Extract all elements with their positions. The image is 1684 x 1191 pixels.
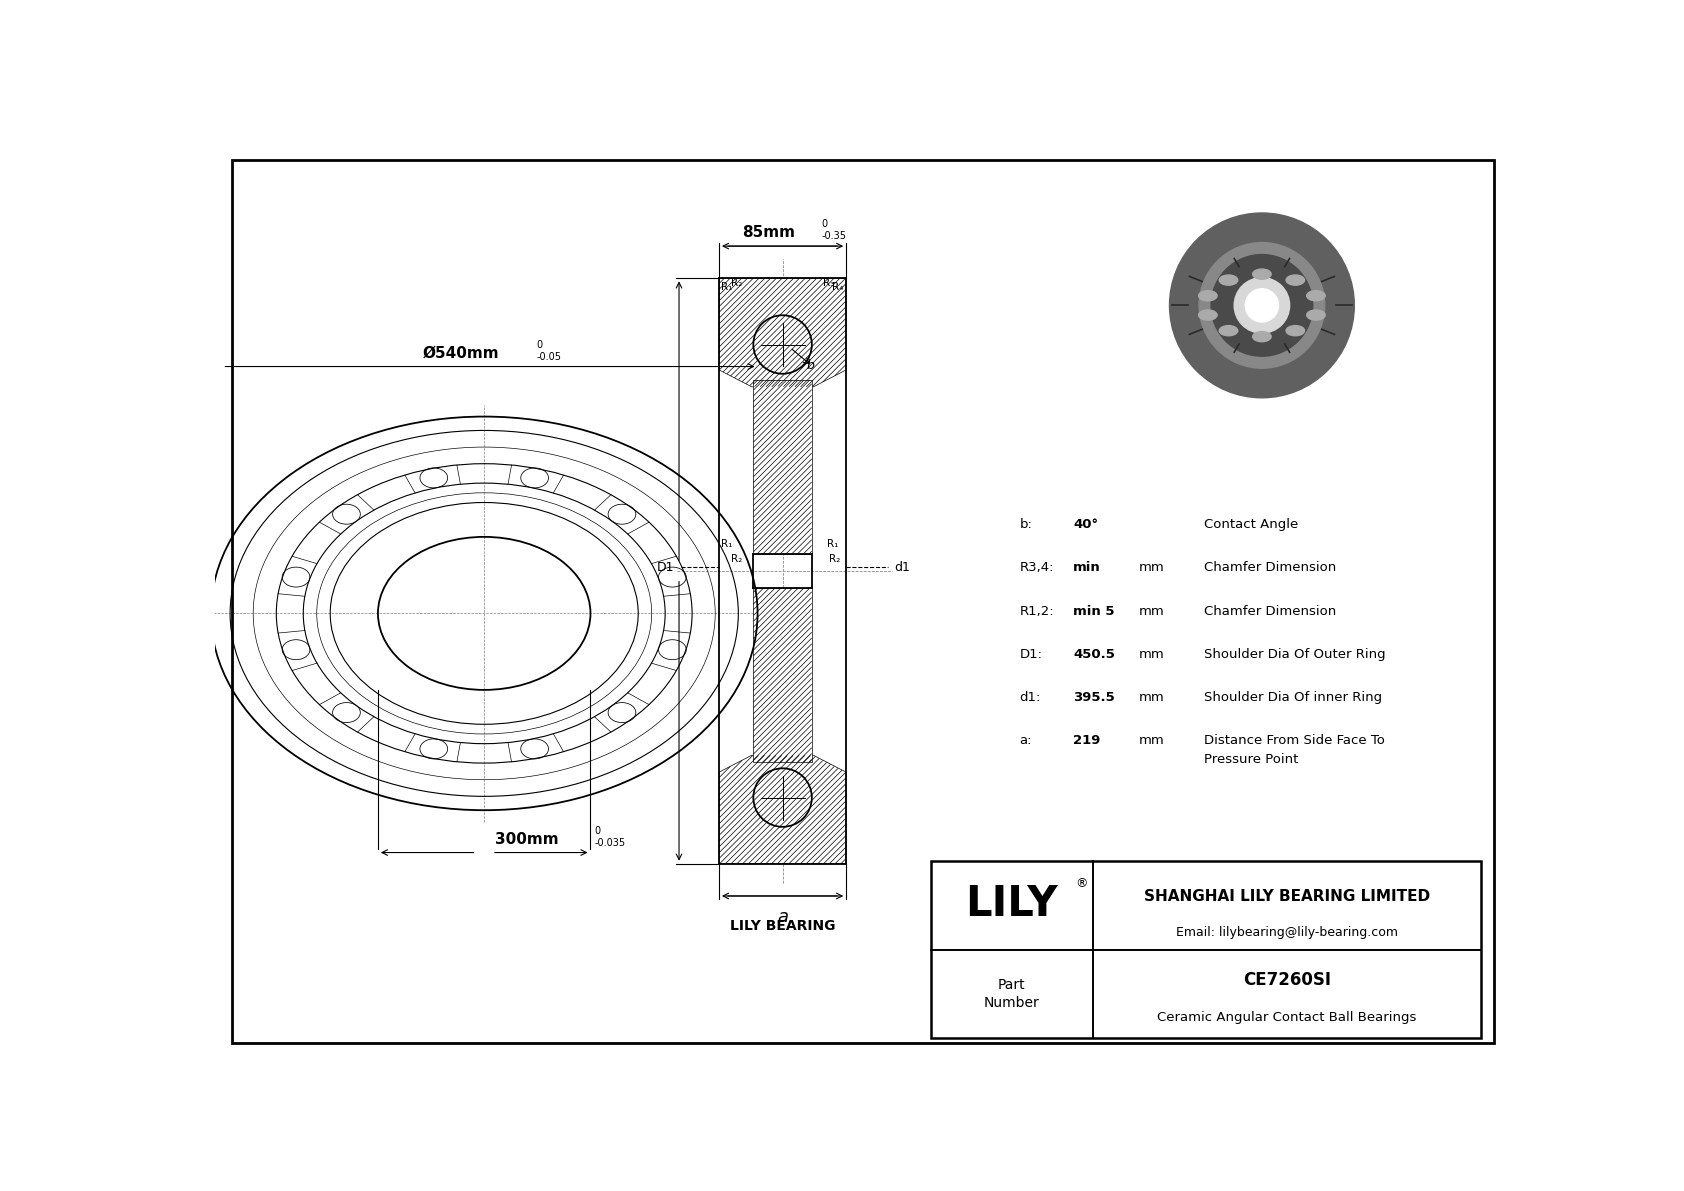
Text: 450.5: 450.5: [1073, 648, 1115, 661]
Text: R₂: R₂: [731, 554, 743, 565]
Text: CE7260SI: CE7260SI: [1243, 971, 1330, 989]
Text: Email: lilybearing@lily-bearing.com: Email: lilybearing@lily-bearing.com: [1175, 925, 1398, 939]
Ellipse shape: [1287, 325, 1305, 336]
Ellipse shape: [1219, 325, 1238, 336]
Text: -0.035: -0.035: [594, 838, 625, 848]
Text: -0.35: -0.35: [822, 231, 845, 242]
Text: 395.5: 395.5: [1073, 691, 1115, 704]
Text: R₄: R₄: [832, 282, 844, 292]
Text: R₂: R₂: [829, 554, 840, 565]
Text: R₂: R₂: [731, 279, 743, 288]
Text: 0: 0: [537, 339, 542, 350]
Polygon shape: [753, 380, 812, 554]
Text: Chamfer Dimension: Chamfer Dimension: [1204, 561, 1337, 574]
Text: mm: mm: [1138, 605, 1164, 618]
Text: 0: 0: [822, 219, 827, 229]
Text: Shoulder Dia Of Outer Ring: Shoulder Dia Of Outer Ring: [1204, 648, 1386, 661]
Ellipse shape: [1199, 310, 1218, 320]
Ellipse shape: [1253, 331, 1271, 342]
Ellipse shape: [1219, 275, 1238, 285]
Text: R₁: R₁: [827, 538, 839, 549]
Ellipse shape: [1307, 291, 1325, 301]
Text: 40°: 40°: [1073, 518, 1098, 531]
Text: a: a: [776, 908, 788, 925]
Ellipse shape: [1253, 269, 1271, 279]
Text: b:: b:: [1019, 518, 1032, 531]
Text: Shoulder Dia Of inner Ring: Shoulder Dia Of inner Ring: [1204, 691, 1383, 704]
Ellipse shape: [1287, 275, 1305, 285]
Circle shape: [1244, 288, 1278, 322]
Circle shape: [1169, 213, 1354, 398]
Text: a:: a:: [1019, 734, 1032, 747]
Text: D1: D1: [657, 561, 674, 574]
Text: Contact Angle: Contact Angle: [1204, 518, 1298, 531]
Text: mm: mm: [1138, 691, 1164, 704]
Text: -0.05: -0.05: [537, 351, 561, 362]
Text: R3,4:: R3,4:: [1019, 561, 1054, 574]
Text: b: b: [807, 358, 815, 372]
Text: Ceramic Angular Contact Ball Bearings: Ceramic Angular Contact Ball Bearings: [1157, 1011, 1416, 1024]
Text: 85mm: 85mm: [743, 225, 795, 239]
Text: d1: d1: [894, 561, 909, 574]
Polygon shape: [719, 755, 845, 863]
Text: D1:: D1:: [1019, 648, 1042, 661]
Text: 300mm: 300mm: [495, 833, 559, 847]
Text: 219: 219: [1073, 734, 1101, 747]
Text: R₁: R₁: [721, 538, 733, 549]
Text: Chamfer Dimension: Chamfer Dimension: [1204, 605, 1337, 618]
Circle shape: [1234, 278, 1290, 333]
Text: mm: mm: [1138, 648, 1164, 661]
Text: R₃: R₃: [823, 279, 834, 288]
Text: SHANGHAI LILY BEARING LIMITED: SHANGHAI LILY BEARING LIMITED: [1143, 890, 1430, 904]
Text: ®: ®: [1074, 877, 1088, 890]
Text: R1,2:: R1,2:: [1019, 605, 1054, 618]
Text: Pressure Point: Pressure Point: [1204, 753, 1298, 766]
Text: Part
Number: Part Number: [983, 978, 1039, 1010]
Text: LILY BEARING: LILY BEARING: [729, 919, 835, 933]
Text: Ø540mm: Ø540mm: [423, 347, 500, 361]
Text: mm: mm: [1138, 734, 1164, 747]
Polygon shape: [753, 588, 812, 762]
Text: min: min: [1073, 561, 1101, 574]
Text: LILY: LILY: [965, 883, 1058, 925]
Text: d1:: d1:: [1019, 691, 1041, 704]
Ellipse shape: [1199, 291, 1218, 301]
Text: min 5: min 5: [1073, 605, 1115, 618]
Bar: [931, 861, 1482, 1039]
Circle shape: [1199, 243, 1325, 368]
Text: Distance From Side Face To: Distance From Side Face To: [1204, 734, 1384, 747]
Text: 0: 0: [594, 825, 601, 836]
Text: R₁: R₁: [721, 282, 733, 292]
Polygon shape: [719, 279, 845, 387]
Text: mm: mm: [1138, 561, 1164, 574]
Ellipse shape: [1307, 310, 1325, 320]
Circle shape: [1211, 255, 1314, 356]
